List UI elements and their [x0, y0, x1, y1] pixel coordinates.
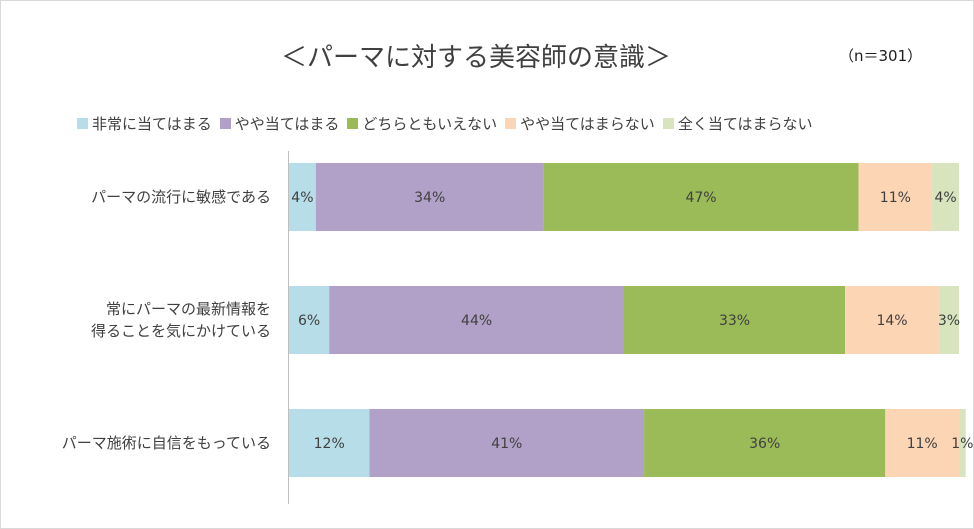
data-label-r1-s5: 4%	[934, 190, 956, 206]
chart-title: ＜パーマに対する美容師の意識＞	[281, 43, 672, 73]
data-label-r3-s2: 41%	[491, 436, 522, 452]
data-label-r3-s5: 1%	[951, 436, 973, 452]
data-label-r3-s3: 36%	[749, 436, 780, 452]
bar-segment-r3-s2	[369, 409, 645, 477]
data-label-r2-s3: 33%	[719, 313, 750, 329]
bar-segment-r2-s2	[329, 286, 624, 354]
legend-swatch	[219, 118, 231, 129]
category-label-1: パーマの流行に敏感である	[91, 188, 271, 206]
bar-segment-r2-s5	[938, 286, 959, 354]
bar-segment-r1-s5	[932, 163, 959, 231]
legend-item-1: 非常に当てはまる	[77, 113, 212, 134]
data-label-r1-s4: 11%	[880, 190, 911, 206]
category-label-3: パーマ施術に自信をもっている	[62, 434, 271, 452]
data-label-r1-s2: 34%	[414, 190, 445, 206]
legend: 非常に当てはまる やや当てはまる どちらともいえない やや当てはまらない 全く当てはまら…	[77, 113, 821, 134]
data-label-r2-s4: 14%	[876, 313, 907, 329]
legend-swatch	[347, 118, 359, 129]
legend-label: やや当てはまらない	[520, 115, 655, 133]
bar-segment-r1-s3	[543, 163, 859, 231]
bar-segment-r1-s1	[289, 163, 316, 231]
data-label-r2-s1: 6%	[298, 313, 320, 329]
legend-swatch	[77, 118, 88, 129]
sample-size-label: （n＝301）	[839, 47, 923, 65]
data-label-r1-s1: 4%	[291, 190, 313, 206]
bar-segment-r2-s1	[289, 286, 330, 354]
bar-segment-r3-s3	[644, 409, 886, 477]
bar-segment-r3-s1	[289, 409, 370, 477]
legend-label: 全く当てはまらない	[677, 115, 813, 133]
bar-segment-r1-s2	[315, 163, 544, 231]
legend-item-5: 全く当てはまらない	[662, 113, 813, 134]
bar-segment-r2-s3	[624, 286, 846, 354]
bar-segment-r2-s4	[845, 286, 939, 354]
legend-label: やや当てはまる	[234, 115, 340, 133]
bar-segment-r1-s4	[858, 163, 933, 231]
legend-swatch	[662, 118, 674, 129]
legend-item-4: やや当てはまらない	[505, 113, 655, 134]
legend-label: どちらともいえない	[362, 115, 498, 133]
data-label-r2-s5: 3%	[938, 313, 960, 329]
category-label-2: 常にパーマの最新情報を得ることを気にかけている	[91, 300, 271, 340]
data-label-r3-s4: 11%	[907, 436, 938, 452]
data-label-r3-s1: 12%	[314, 436, 345, 452]
data-label-r2-s2: 44%	[461, 313, 492, 329]
legend-label: 非常に当てはまる	[92, 115, 212, 133]
legend-item-3: どちらともいえない	[347, 113, 497, 134]
legend-swatch	[505, 118, 517, 129]
bar-segment-r3-s4	[885, 409, 959, 477]
data-label-r1-s3: 47%	[685, 190, 716, 206]
legend-item-2: やや当てはまる	[219, 113, 340, 134]
bar-segment-r3-s5	[959, 409, 966, 477]
